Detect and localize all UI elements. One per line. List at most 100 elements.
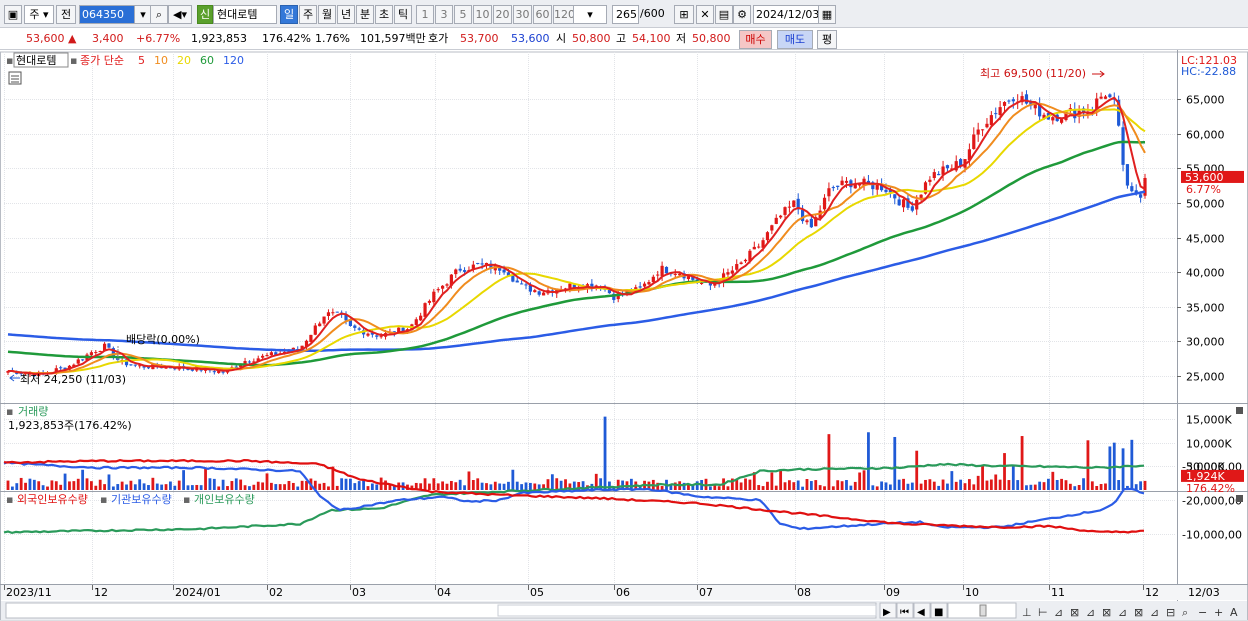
volume-bar	[823, 486, 826, 490]
interval-button[interactable]: 20	[493, 5, 512, 24]
sell-button[interactable]: 매도	[777, 30, 813, 49]
period-button[interactable]: 년	[337, 5, 355, 24]
volume-bar	[463, 485, 466, 490]
period-button[interactable]: 주	[299, 5, 317, 24]
period-button[interactable]: 월	[318, 5, 336, 24]
interval-dropdown[interactable]: ▾	[573, 5, 607, 24]
prev-button[interactable]: 전	[56, 5, 76, 24]
volume-bar	[274, 484, 278, 490]
volume-bar	[37, 481, 41, 490]
period-button[interactable]: 초	[375, 5, 393, 24]
volume-bar	[1134, 484, 1138, 490]
buy-button[interactable]: 매수	[739, 30, 772, 49]
window-icon[interactable]: ▣	[4, 5, 22, 24]
ask-price: 53,700	[460, 32, 499, 45]
interval-button[interactable]: 60	[533, 5, 552, 24]
volume-current-pct: 176.42%	[1186, 482, 1235, 495]
market-select[interactable]: 주 ▾	[24, 5, 54, 24]
volume-bar	[902, 478, 905, 490]
volume-bar	[6, 480, 10, 490]
candle-body	[397, 327, 401, 333]
settings-grid-icon[interactable]: ⊞	[674, 5, 694, 24]
volume-bar	[1051, 471, 1055, 490]
candle-body	[625, 291, 629, 294]
volume-bar	[972, 484, 976, 490]
volume-bar	[783, 482, 787, 490]
candle-body	[743, 259, 748, 262]
volume-bar	[845, 480, 848, 490]
volume-bar	[502, 483, 506, 490]
low-price: 50,800	[692, 32, 731, 45]
candle-body	[765, 232, 770, 241]
volume-bar	[1121, 448, 1125, 490]
candle-body	[730, 270, 734, 274]
volume-bar	[68, 481, 71, 490]
save-icon[interactable]: ▤	[715, 5, 733, 24]
candle-body	[537, 291, 541, 295]
volume-bar	[445, 483, 449, 490]
candle-body	[129, 364, 133, 366]
volume-bar	[217, 486, 221, 490]
dividend-annotation: 배당락(0.00%)	[126, 333, 200, 346]
candle-body	[462, 270, 467, 272]
open-label: 시	[556, 32, 567, 45]
period-button[interactable]: 틱	[394, 5, 412, 24]
volume-bar	[54, 481, 58, 490]
legend-stock-name: 현대로템	[16, 54, 56, 67]
date-input[interactable]: 2024/12/03	[753, 5, 819, 24]
candle-body	[831, 187, 835, 189]
candle-body	[1042, 114, 1046, 119]
candle-body	[814, 217, 818, 227]
interval-button[interactable]: 120	[553, 5, 574, 24]
candle-body	[822, 197, 827, 210]
candle-body	[54, 368, 58, 373]
volume-bar	[414, 482, 418, 490]
stock-code-input[interactable]: 064350	[79, 5, 135, 24]
stock-name-field[interactable]: 현대로템	[213, 5, 277, 24]
candle-body	[827, 188, 831, 197]
search-icon[interactable]: ⌕	[150, 5, 168, 24]
low-annotation: 최저 24,250 (11/03)	[20, 373, 126, 386]
volume-bar	[454, 482, 458, 490]
crosshair-icon[interactable]: ✕	[696, 5, 714, 24]
candle-body	[642, 283, 647, 287]
candle-body	[923, 182, 928, 194]
volume-bar	[717, 486, 721, 490]
legend-marker: ▪	[6, 54, 13, 67]
volume-bar	[932, 481, 936, 490]
candle-body	[880, 183, 884, 191]
eval-button[interactable]: 평	[817, 30, 837, 49]
interval-button[interactable]: 5	[454, 5, 472, 24]
candle-body	[261, 355, 265, 358]
candle-body	[111, 348, 115, 358]
interval-button[interactable]: 3	[435, 5, 453, 24]
candle-body	[1033, 103, 1037, 109]
volume-bar	[840, 481, 844, 490]
candle-body	[217, 370, 221, 373]
x-axis-label: 09	[886, 586, 900, 599]
gear-icon[interactable]: ⚙	[733, 5, 751, 24]
volume-bar	[730, 478, 734, 490]
candle-body	[300, 345, 304, 349]
volume-bar	[941, 479, 945, 490]
holdings-legend-1: 기관보유수량	[111, 493, 172, 506]
scroll-thumb	[497, 604, 877, 617]
stock-chart[interactable]: 65,00060,00055,00050,00045,00040,00035,0…	[0, 50, 1248, 621]
x-axis-label: 12	[1145, 586, 1159, 599]
interval-button[interactable]: 10	[473, 5, 492, 24]
volume-bar	[994, 474, 998, 490]
candle-body	[686, 276, 691, 280]
period-button[interactable]: 일	[280, 5, 298, 24]
speaker-icon[interactable]: ◀▾	[168, 5, 192, 24]
period-button[interactable]: 분	[356, 5, 374, 24]
interval-button[interactable]: 30	[513, 5, 532, 24]
candle-body	[1130, 186, 1134, 192]
candle-body	[168, 367, 173, 369]
interval-button[interactable]: 1	[416, 5, 434, 24]
volume-bar	[1082, 478, 1085, 490]
volume-bar	[1011, 465, 1015, 490]
volume-bar	[147, 485, 150, 490]
calendar-icon[interactable]: ▦	[818, 5, 836, 24]
ma-line-120	[7, 190, 1146, 353]
count-input[interactable]: 265	[612, 5, 639, 24]
